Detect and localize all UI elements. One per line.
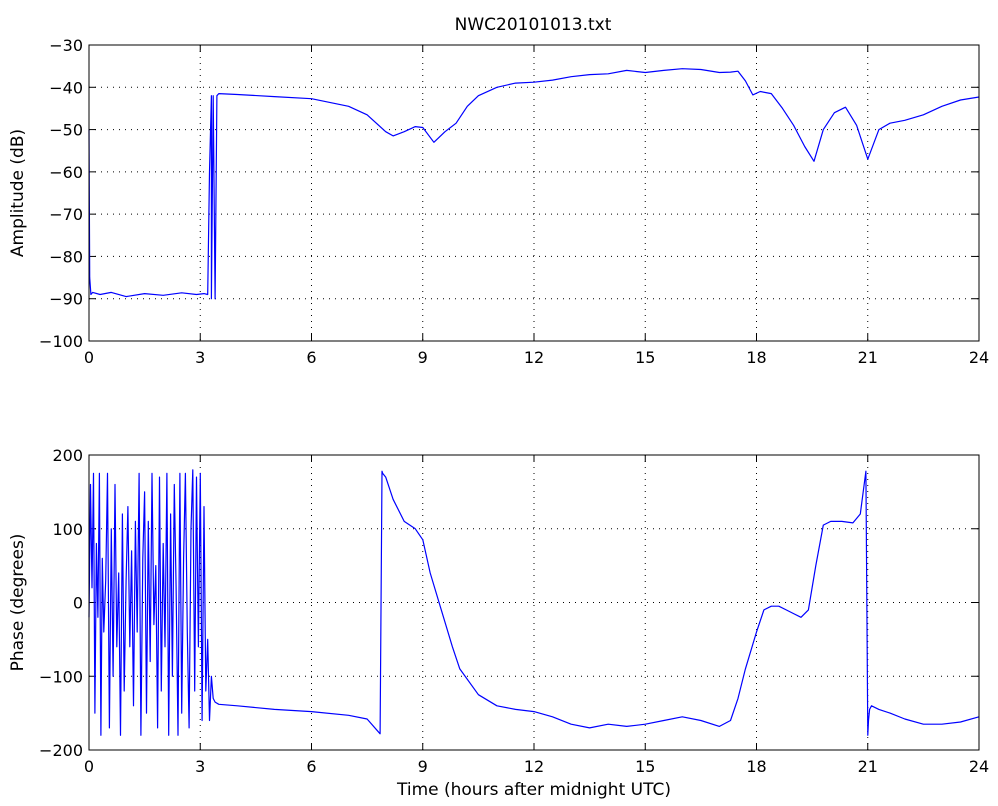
phase-chart: 0 3 6 9 12 15 18 21 24 200 100 0 −100 −200 Phase (degr… xyxy=(8,446,989,800)
y-tick-label: −100 xyxy=(39,667,83,686)
x-tick-label: 9 xyxy=(418,348,428,367)
x-tick-label: 12 xyxy=(524,348,544,367)
x-axis-label: Time (hours after midnight UTC) xyxy=(396,780,671,800)
amplitude-chart: 0 3 6 9 12 15 18 21 24 −30 −40 −50 −60 −70 −80 −90 −100 A… xyxy=(8,36,989,367)
x-tick-label: 15 xyxy=(635,348,655,367)
x-tick-label: 6 xyxy=(306,757,316,776)
y-tick-label: −40 xyxy=(49,78,83,97)
x-tick-label: 9 xyxy=(418,757,428,776)
x-tick-label: 24 xyxy=(969,348,989,367)
x-tick-label: 24 xyxy=(969,757,989,776)
chart-title: NWC20101013.txt xyxy=(455,15,612,35)
y-tick-label: −100 xyxy=(39,332,83,351)
y-axis-label: Amplitude (dB) xyxy=(8,129,28,257)
y-tick-label: 200 xyxy=(52,446,83,465)
y-tick-label: −90 xyxy=(49,290,83,309)
phase-series-line xyxy=(88,469,980,736)
x-tick-label: 3 xyxy=(195,348,205,367)
y-tick-label: −200 xyxy=(39,741,83,760)
x-tick-label: 0 xyxy=(84,757,94,776)
x-tick-label: 21 xyxy=(858,348,878,367)
x-tick-label: 12 xyxy=(524,757,544,776)
x-tick-label: 0 xyxy=(84,348,94,367)
y-tick-label: −50 xyxy=(49,121,83,140)
x-tick-label: 18 xyxy=(746,757,766,776)
y-tick-label: −80 xyxy=(49,247,83,266)
x-tick-label: 6 xyxy=(306,348,316,367)
y-tick-label: −60 xyxy=(49,163,83,182)
y-tick-label: −30 xyxy=(49,36,83,55)
y-tick-label: −70 xyxy=(49,205,83,224)
amplitude-series-line xyxy=(88,68,980,300)
plot-frame xyxy=(88,44,980,342)
y-axis-label: Phase (degrees) xyxy=(8,534,28,672)
x-tick-label: 3 xyxy=(195,757,205,776)
y-tick-label: 0 xyxy=(73,594,83,613)
x-tick-label: 15 xyxy=(635,757,655,776)
x-tick-label: 21 xyxy=(858,757,878,776)
plot-frame xyxy=(88,454,980,751)
y-tick-label: 100 xyxy=(52,520,83,539)
x-tick-label: 18 xyxy=(746,348,766,367)
